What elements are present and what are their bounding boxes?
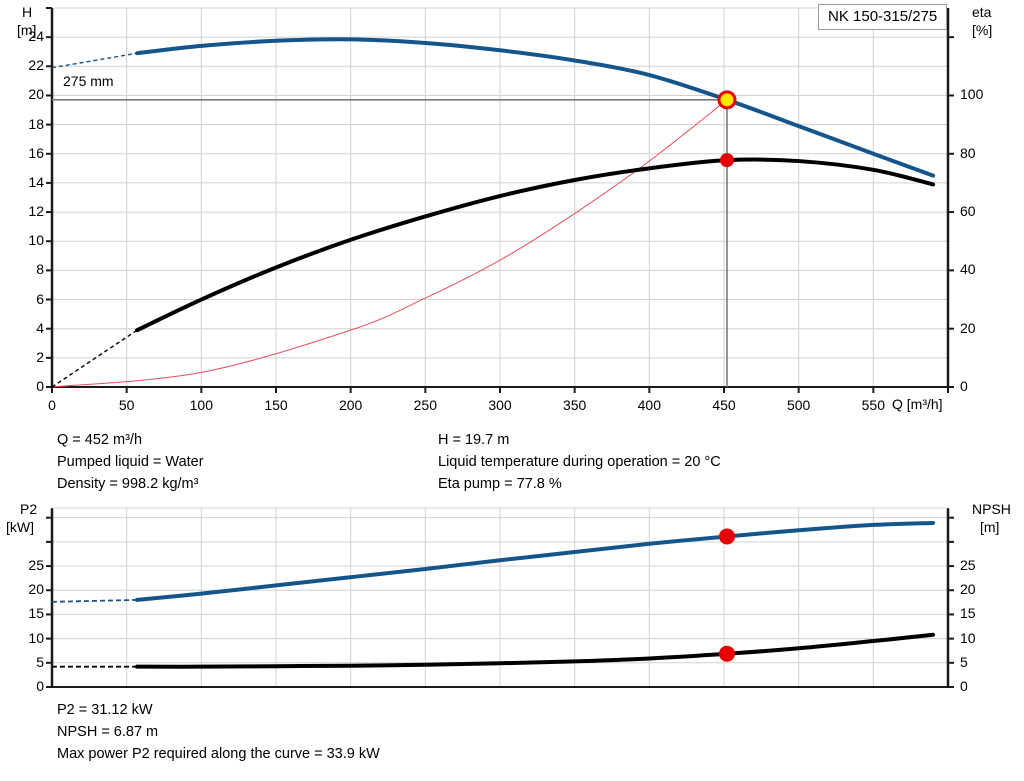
tick-label-h-2: 2 [36,348,44,365]
tick-label-q-450: 450 [712,397,736,413]
tick-label-q-350: 350 [562,397,587,413]
tick-label-npsh-10: 10 [960,629,976,646]
info-density: Density = 998.2 kg/m³ [57,476,199,492]
duty-point-head [717,90,737,110]
tick-label-p2-20: 20 [28,581,44,598]
duty-point-npsh [718,645,735,662]
tick-label-p2-5: 5 [36,653,44,670]
tick-label-q-300: 300 [488,397,512,413]
axis-unit-eta: [%] [972,22,993,38]
axis-title-eta: eta [972,4,992,20]
duty-point-efficiency [719,153,734,168]
tick-label-q-250: 250 [413,397,437,413]
info-q: Q = 452 m³/h [57,432,143,448]
tick-label-npsh-15: 15 [960,605,976,622]
tick-label-eta-100: 100 [960,86,984,103]
tick-label-h-14: 14 [28,173,44,190]
tick-label-h-8: 8 [36,261,44,278]
head-curve [135,37,936,178]
axis-title-npsh: NPSH [972,501,1011,517]
axis-unit-p2: [kW] [6,519,34,535]
tick-label-eta-80: 80 [960,144,976,161]
axis-title-p2: P2 [20,501,38,517]
tick-label-q-50: 50 [118,397,135,413]
tick-label-h-0: 0 [36,378,44,394]
curve-extension-dashed [51,599,138,603]
axis-unit-npsh: [m] [980,519,1000,535]
tick-label-h-22: 22 [28,57,44,74]
info-npsh: NPSH = 6.87 m [57,724,159,740]
axis-unit-h: [m] [17,22,37,38]
axis-title-q: Q [m³/h] [892,396,943,412]
tick-label-q-200: 200 [338,397,363,413]
info-pumped-liquid: Pumped liquid = Water [57,454,204,470]
power-curve [135,521,936,602]
info-temperature: Liquid temperature during operation = 20… [438,454,721,470]
tick-label-h-12: 12 [28,203,44,220]
tick-label-p2-15: 15 [28,605,44,622]
pump-title-box: NK 150-315/275 [818,4,948,30]
impeller-size-label: 275 mm [63,73,114,89]
tick-label-npsh-5: 5 [960,653,968,670]
tick-label-q-400: 400 [637,397,661,413]
tick-label-q-150: 150 [264,397,288,413]
tick-label-p2-0: 0 [36,678,44,694]
tick-label-npsh-20: 20 [960,581,976,598]
tick-label-q-0: 0 [48,397,56,413]
info-max-power: Max power P2 required along the curve = … [57,746,380,762]
axis-title-h: H [22,4,33,20]
tick-label-h-20: 20 [28,86,44,103]
efficiency-curve [135,157,936,333]
tick-label-npsh-0: 0 [960,678,968,694]
tick-label-eta-0: 0 [960,378,968,394]
tick-label-h-24: 24 [28,28,44,45]
tick-label-eta-60: 60 [960,203,976,220]
head-efficiency-chart [46,7,954,393]
info-eta-pump: Eta pump = 77.8 % [438,476,562,492]
info-h: H = 19.7 m [438,432,510,448]
tick-label-npsh-25: 25 [960,557,976,574]
tick-label-h-18: 18 [28,115,44,132]
tick-label-p2-10: 10 [28,629,44,646]
tick-label-h-6: 6 [36,290,44,307]
tick-label-p2-25: 25 [28,557,44,574]
tick-label-h-10: 10 [28,232,44,249]
tick-label-q-100: 100 [189,397,213,413]
curve-extension-dashed [51,329,138,388]
info-p2: P2 = 31.12 kW [57,702,153,718]
tick-label-q-550: 550 [861,397,885,413]
duty-point-power [718,528,735,545]
tick-label-eta-40: 40 [960,261,976,278]
tick-label-h-4: 4 [36,319,44,336]
curve-extension-dashed [51,52,138,69]
npsh-curve [135,632,936,669]
tick-label-q-500: 500 [786,397,811,413]
tick-label-eta-20: 20 [960,319,976,336]
tick-label-h-16: 16 [28,144,44,161]
